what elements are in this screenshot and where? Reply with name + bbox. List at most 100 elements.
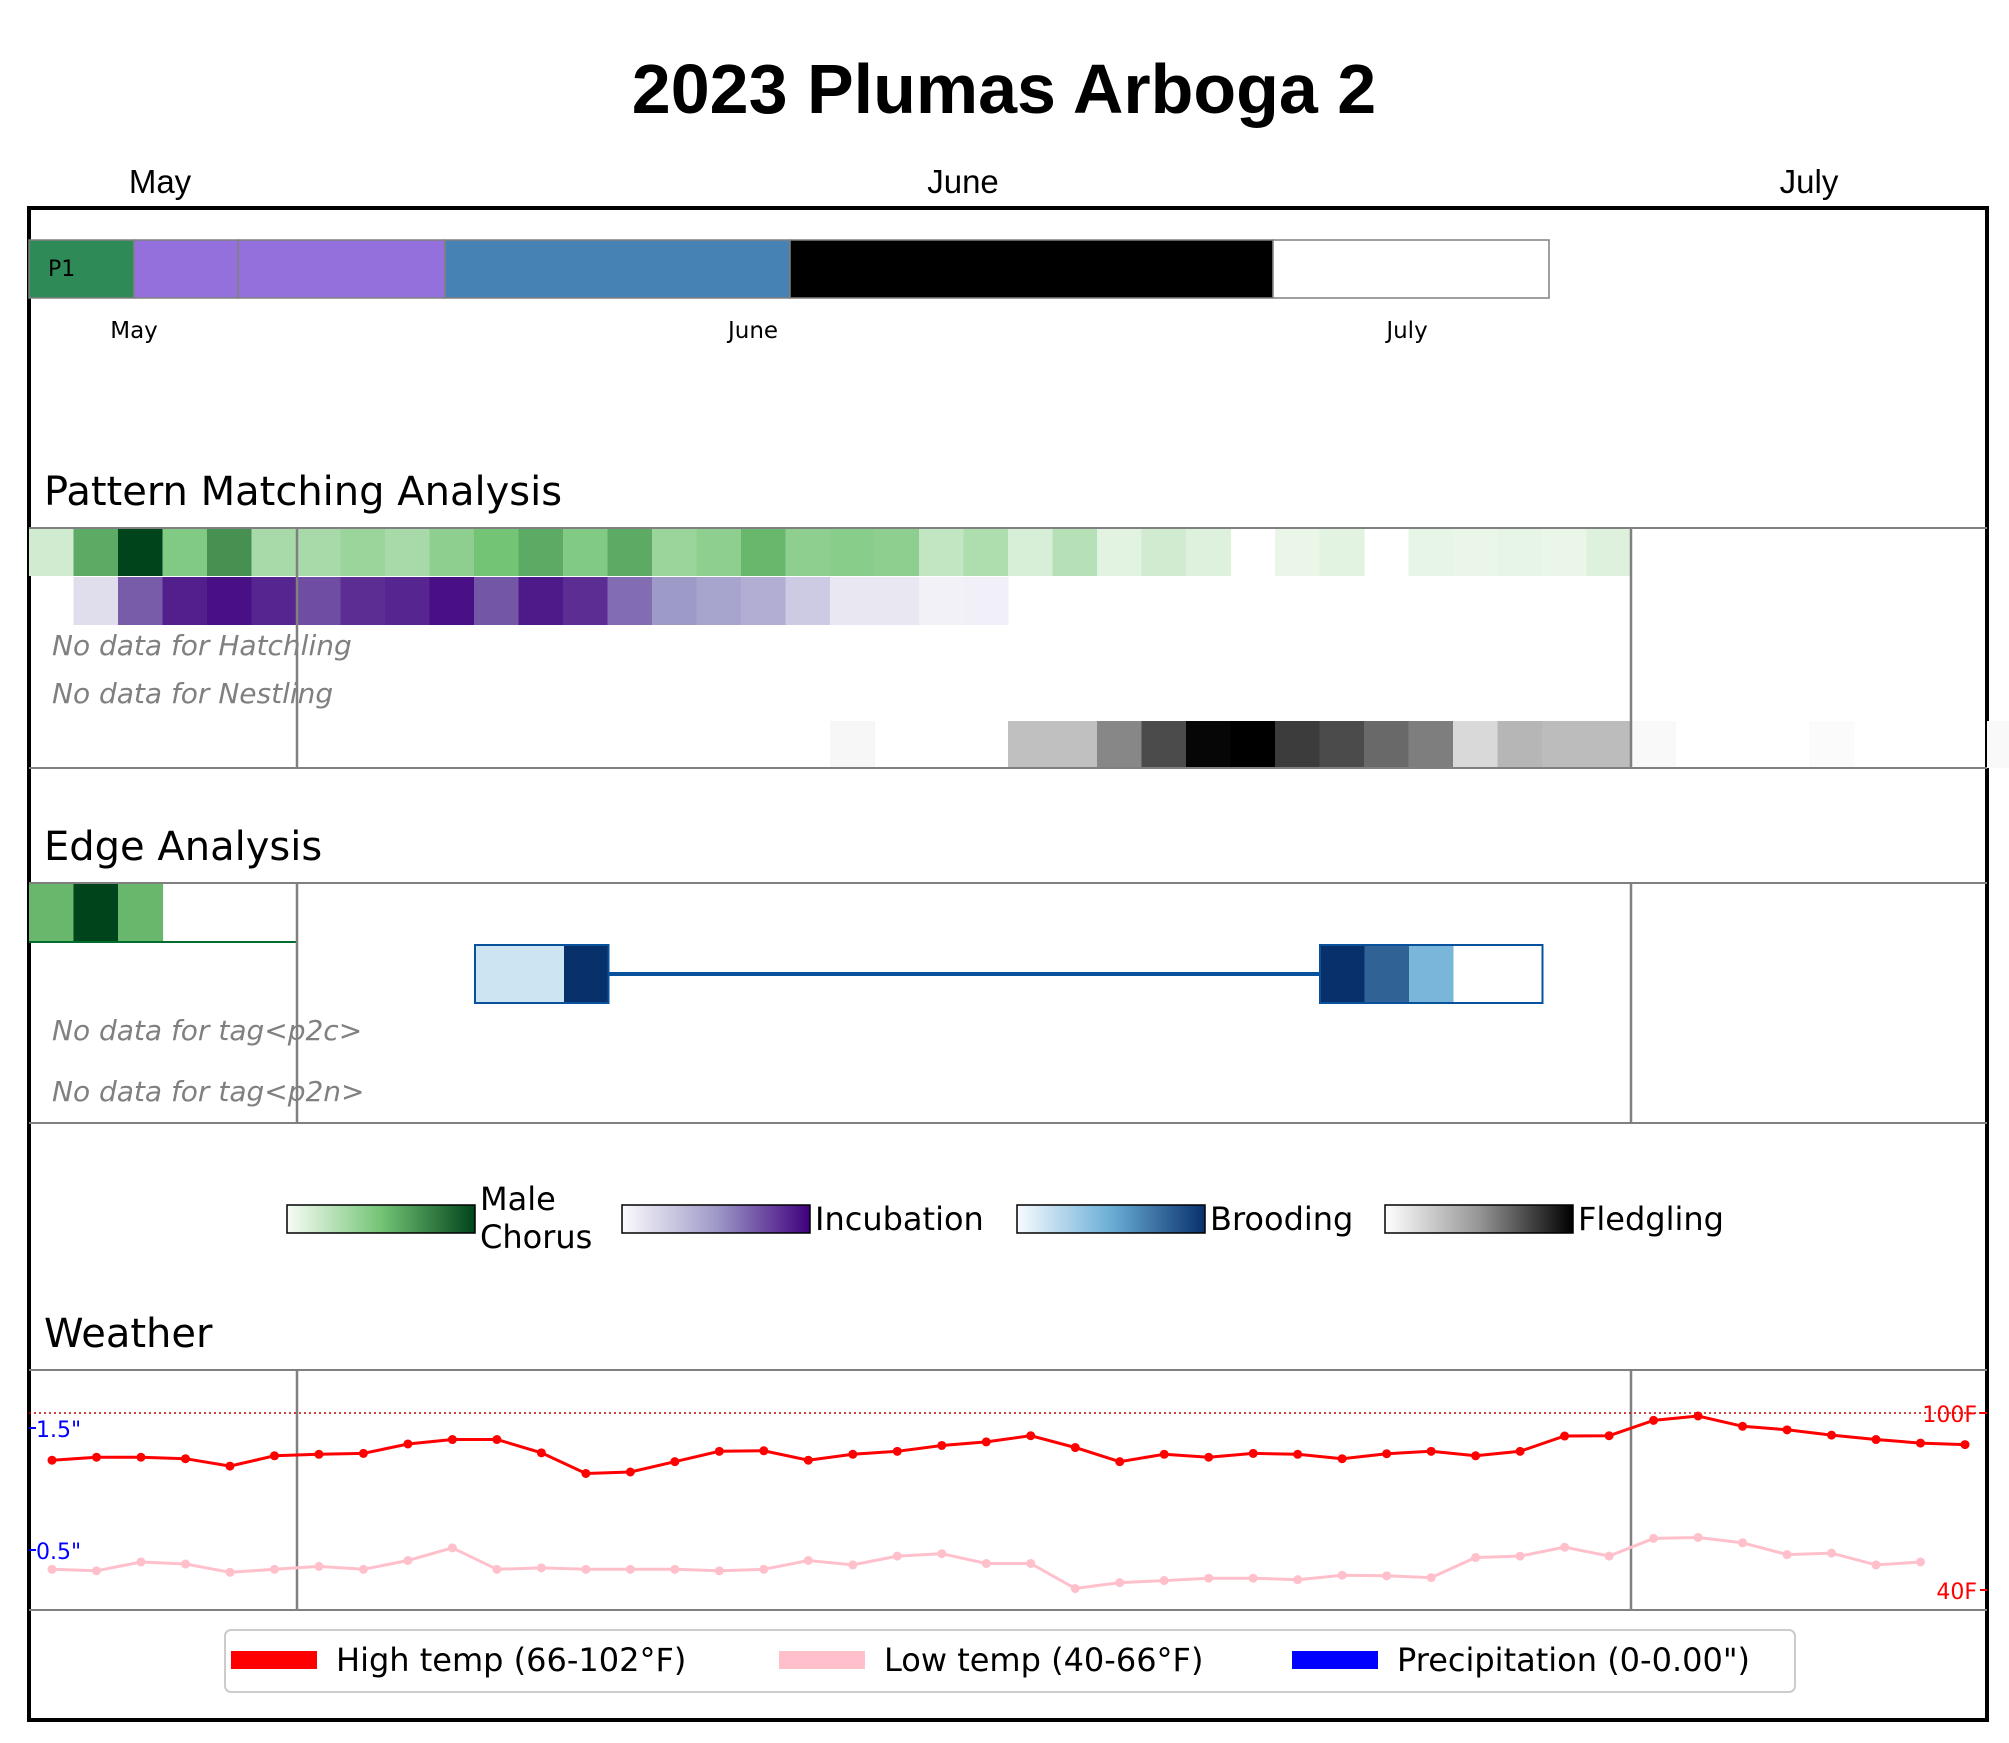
high-temp-point <box>714 1446 724 1456</box>
pm-fledgling-cell <box>1453 721 1499 768</box>
low-temp-point <box>1115 1578 1125 1588</box>
edge-brooding-box-cell <box>1320 945 1366 1003</box>
high-temp-point <box>1426 1446 1436 1456</box>
pm-fledgling-cell <box>1987 721 2009 768</box>
low-temp-point <box>1248 1573 1258 1583</box>
pm-male-chorus-cell <box>29 528 75 576</box>
high-temp-point <box>1248 1448 1258 1458</box>
low-temp-point <box>1782 1550 1792 1560</box>
pm-incubation-cell <box>518 577 564 625</box>
pm-male-chorus-cell <box>1097 528 1143 576</box>
high-temp-point <box>937 1440 947 1450</box>
pm-male-chorus-cell <box>830 528 876 576</box>
pattern-matching-title: Pattern Matching Analysis <box>44 469 562 515</box>
pm-fledgling-cell <box>1141 721 1187 768</box>
high-temp-point <box>314 1449 324 1459</box>
low-temp-point <box>314 1561 324 1571</box>
pm-male-chorus-cell <box>1586 528 1632 576</box>
low-temp-point <box>269 1564 279 1574</box>
pm-fledgling-cell <box>1186 721 1232 768</box>
pm-male-chorus-cell <box>1052 528 1098 576</box>
pm-fledgling-cell <box>830 721 876 768</box>
pm-male-chorus-cell <box>207 528 253 576</box>
pm-fledgling-cell <box>1809 721 1855 768</box>
pm-incubation-cell <box>251 577 297 625</box>
pm-male-chorus-cell <box>785 528 831 576</box>
weather-legend-box <box>224 1629 1796 1693</box>
pm-incubation-cell <box>429 577 475 625</box>
pm-incubation-cell <box>830 577 876 625</box>
low-temp-point <box>47 1564 57 1574</box>
high-temp-point <box>492 1435 502 1445</box>
legend-label-chorus: Chorus <box>480 1218 592 1256</box>
pm-fledgling-cell <box>1364 721 1410 768</box>
edge-analysis-title: Edge Analysis <box>44 824 322 870</box>
timeline-segment-brooding <box>444 239 791 299</box>
temp-label-40f: 40F <box>1936 1580 1977 1605</box>
pm-male-chorus-cell <box>563 528 609 576</box>
no-data-nestling: No data for Nestling <box>52 677 333 710</box>
pm-male-chorus-cell <box>1275 528 1321 576</box>
high-temp-point <box>1026 1431 1036 1441</box>
pattern-matching-heatmap <box>29 528 2009 768</box>
chart-title: 2023 Plumas Arboga 2 <box>632 50 1376 128</box>
high-temp-point <box>1293 1449 1303 1459</box>
pm-male-chorus-cell <box>474 528 520 576</box>
pm-fledgling-cell <box>1497 721 1543 768</box>
edge-brooding-box-outline <box>1319 944 1544 1004</box>
pm-incubation-cell <box>162 577 208 625</box>
pm-fledgling-cell <box>1230 721 1276 768</box>
high-temp-point <box>848 1449 858 1459</box>
no-data-hatchling: No data for Hatchling <box>52 629 352 662</box>
weather-legend-high-label: High temp (66-102°F) <box>336 1641 686 1679</box>
low-temp-point <box>403 1556 413 1565</box>
pm-fledgling-cell <box>1408 721 1454 768</box>
edge-male-chorus-cell <box>118 883 164 942</box>
low-temp-point <box>1070 1584 1080 1594</box>
timeline-segment-incubation <box>237 239 446 299</box>
pm-male-chorus-cell <box>919 528 965 576</box>
high-temp-point <box>269 1451 279 1461</box>
legend-label-male: Male <box>480 1180 556 1218</box>
high-temp-point <box>803 1455 813 1465</box>
edge-analysis-heatmap <box>29 883 1544 1004</box>
high-temp-point <box>1871 1435 1881 1445</box>
legend-swatch-incubation <box>621 1204 811 1234</box>
high-temp-point <box>1560 1431 1570 1441</box>
high-temp-point <box>1204 1452 1214 1462</box>
pm-fledgling-cell <box>1008 721 1054 768</box>
low-temp-point <box>225 1567 235 1577</box>
high-temp-point <box>581 1468 591 1478</box>
low-temp-point <box>447 1543 457 1553</box>
no-data-p2c: No data for tag<p2c> <box>52 1014 362 1047</box>
low-temp-point <box>536 1563 546 1573</box>
low-temp-point <box>358 1564 368 1574</box>
high-temp-point <box>1604 1431 1614 1441</box>
high-temp-point <box>1916 1438 1926 1448</box>
low-temp-point <box>136 1557 146 1567</box>
weather-legend-precip-label: Precipitation (0-0.00") <box>1397 1641 1750 1679</box>
pm-fledgling-cell <box>1586 721 1632 768</box>
edge-male-chorus-cell <box>29 883 75 942</box>
high-temp-point <box>1115 1457 1125 1467</box>
high-temp-point <box>358 1448 368 1458</box>
pm-male-chorus-cell <box>1008 528 1054 576</box>
low-temp-point <box>714 1566 724 1576</box>
high-temp-point <box>759 1446 769 1456</box>
edge-brooding-box-cell <box>1453 945 1499 1003</box>
pm-incubation-cell <box>207 577 253 625</box>
high-temp-point <box>403 1439 413 1449</box>
pm-incubation-cell <box>296 577 342 625</box>
pm-incubation-cell <box>474 577 520 625</box>
pm-male-chorus-cell <box>741 528 787 576</box>
high-temp-point <box>1515 1446 1525 1456</box>
low-temp-point <box>848 1560 858 1570</box>
precip-label-1-5: 1.5" <box>36 1418 81 1443</box>
pm-male-chorus-cell <box>652 528 698 576</box>
low-temp-point <box>1560 1542 1570 1552</box>
precip-label-0-5: 0.5" <box>36 1540 81 1565</box>
legend-label-fledgling: Fledgling <box>1578 1200 1724 1238</box>
pm-male-chorus-cell <box>1497 528 1543 576</box>
edge-brooding-box-cell <box>1364 945 1410 1003</box>
